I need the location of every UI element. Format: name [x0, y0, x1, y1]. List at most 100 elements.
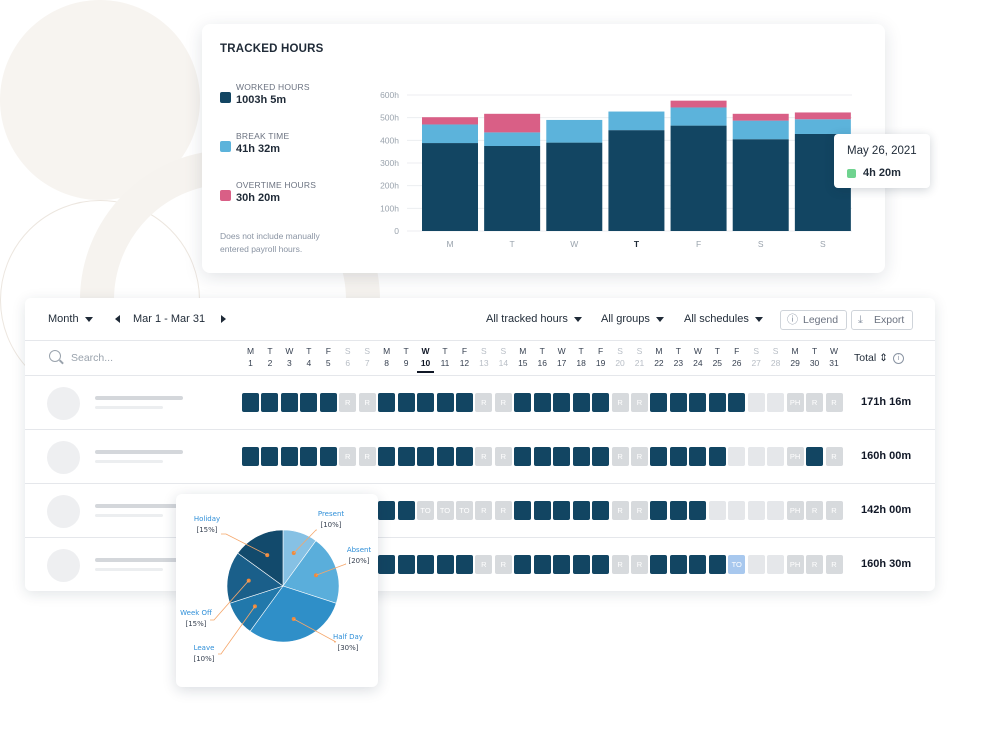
day-cell[interactable]: R — [339, 447, 357, 466]
bar-segment[interactable] — [546, 119, 603, 143]
day-cell[interactable] — [553, 555, 571, 574]
day-cell[interactable]: TO — [455, 501, 473, 520]
day-cell[interactable] — [689, 447, 707, 466]
bar-segment[interactable] — [608, 130, 665, 231]
day-cell[interactable] — [708, 447, 726, 466]
export-button[interactable]: ⤓ Export — [851, 310, 914, 330]
period-dropdown[interactable]: Month — [48, 313, 93, 325]
day-cell[interactable] — [553, 447, 571, 466]
bar-segment[interactable] — [670, 107, 727, 126]
day-cell[interactable] — [455, 393, 473, 412]
bar-segment[interactable] — [422, 124, 478, 144]
bar-segment[interactable] — [484, 146, 541, 231]
day-cell[interactable] — [747, 393, 765, 412]
day-cell[interactable]: R — [631, 393, 648, 412]
day-cell[interactable] — [689, 393, 707, 412]
day-cell[interactable] — [280, 393, 298, 412]
day-cell[interactable] — [455, 555, 473, 574]
day-cell[interactable] — [767, 555, 785, 574]
day-cell[interactable]: R — [475, 501, 493, 520]
day-cell[interactable] — [650, 393, 668, 412]
day-cell[interactable] — [650, 447, 668, 466]
day-cell[interactable] — [592, 501, 610, 520]
pie-slice[interactable] — [237, 529, 284, 587]
pie-slice[interactable] — [249, 585, 337, 643]
day-cell[interactable] — [261, 393, 279, 412]
schedules-filter[interactable]: All schedules — [684, 313, 763, 325]
bar-segment[interactable] — [484, 132, 541, 146]
day-cell[interactable] — [378, 393, 396, 412]
day-cell[interactable]: PH — [786, 555, 804, 574]
day-cell[interactable] — [280, 447, 298, 466]
day-cell[interactable] — [572, 393, 590, 412]
day-cell[interactable]: R — [631, 501, 648, 520]
day-cell[interactable] — [319, 393, 337, 412]
day-cell[interactable]: R — [611, 447, 629, 466]
day-cell[interactable] — [767, 447, 785, 466]
day-cell[interactable] — [747, 555, 765, 574]
day-cell[interactable] — [650, 501, 668, 520]
day-cell[interactable] — [708, 393, 726, 412]
legend-button[interactable]: ⓘ Legend — [780, 310, 848, 330]
day-cell[interactable] — [242, 447, 259, 466]
day-cell[interactable] — [514, 555, 532, 574]
day-cell[interactable] — [728, 447, 746, 466]
day-cell[interactable] — [689, 555, 707, 574]
day-cell[interactable]: R — [631, 555, 648, 574]
day-cell[interactable] — [533, 393, 551, 412]
bar-segment[interactable] — [484, 113, 541, 133]
day-cell[interactable] — [417, 393, 435, 412]
table-row[interactable]: RRRRRRTOPHRR160h 30m — [25, 538, 935, 591]
day-cell[interactable] — [806, 447, 824, 466]
day-cell[interactable]: R — [806, 555, 824, 574]
day-cell[interactable]: R — [825, 393, 843, 412]
day-cell[interactable]: R — [494, 555, 512, 574]
day-cell[interactable]: TO — [417, 501, 435, 520]
day-cell[interactable] — [669, 447, 687, 466]
day-cell[interactable] — [572, 447, 590, 466]
day-cell[interactable] — [436, 393, 454, 412]
day-cell[interactable]: R — [611, 501, 629, 520]
day-cell[interactable]: R — [806, 393, 824, 412]
day-cell[interactable]: R — [494, 393, 512, 412]
day-cell[interactable]: R — [825, 555, 843, 574]
table-row[interactable]: RRTOTOTORRRRPHRR142h 00m — [25, 484, 935, 538]
day-cell[interactable] — [455, 447, 473, 466]
day-cell[interactable] — [553, 501, 571, 520]
day-cell[interactable] — [767, 393, 785, 412]
day-cell[interactable]: R — [806, 501, 824, 520]
prev-arrow-icon[interactable] — [115, 315, 120, 323]
day-cell[interactable] — [650, 555, 668, 574]
day-cell[interactable]: R — [611, 393, 629, 412]
day-cell[interactable] — [669, 555, 687, 574]
day-cell[interactable]: R — [475, 393, 493, 412]
groups-filter[interactable]: All groups — [601, 313, 664, 325]
day-cell[interactable] — [397, 555, 415, 574]
pie-slice[interactable] — [282, 540, 340, 604]
day-cell[interactable] — [689, 501, 707, 520]
bar-segment[interactable] — [732, 120, 789, 140]
day-cell[interactable] — [533, 501, 551, 520]
day-cell[interactable] — [553, 393, 571, 412]
day-cell[interactable] — [300, 393, 318, 412]
table-row[interactable]: R R R R R R PH R R 171h 16m — [25, 376, 935, 430]
day-cell[interactable]: R — [494, 447, 512, 466]
bar-segment[interactable] — [670, 100, 727, 108]
day-cell[interactable] — [397, 501, 415, 520]
day-cell[interactable] — [514, 501, 532, 520]
search-input[interactable]: Search... — [71, 352, 114, 364]
total-column-header[interactable]: Total ⇕ i — [854, 352, 904, 364]
day-cell[interactable] — [669, 501, 687, 520]
day-cell[interactable] — [767, 501, 785, 520]
day-cell[interactable] — [319, 447, 337, 466]
day-cell[interactable]: R — [358, 447, 376, 466]
day-cell[interactable] — [592, 555, 610, 574]
day-cell[interactable] — [592, 447, 610, 466]
day-cell[interactable] — [572, 501, 590, 520]
day-cell[interactable]: R — [358, 393, 376, 412]
day-cell[interactable]: R — [611, 555, 629, 574]
day-cell[interactable] — [436, 447, 454, 466]
day-cell[interactable]: R — [475, 447, 493, 466]
day-cell[interactable]: R — [825, 501, 843, 520]
day-cell[interactable]: TO — [436, 501, 454, 520]
